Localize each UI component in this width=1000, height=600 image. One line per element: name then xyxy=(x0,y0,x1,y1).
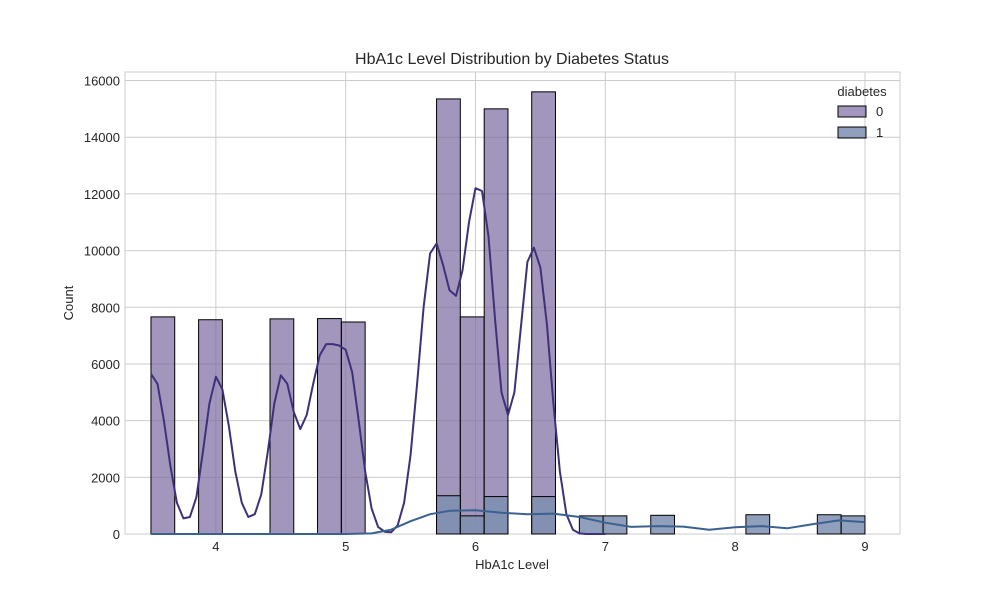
plot-area-background xyxy=(124,71,901,535)
x-tick-label: 4 xyxy=(212,539,219,554)
legend-swatch-0 xyxy=(837,105,867,118)
bar-diabetes-1 xyxy=(816,514,842,535)
y-tick-label: 0 xyxy=(113,527,120,542)
legend-label-0: 0 xyxy=(876,104,883,119)
bar-diabetes-1 xyxy=(650,514,676,535)
x-axis-label: HbA1c Level xyxy=(475,557,549,572)
y-tick-label: 4000 xyxy=(91,414,120,429)
kde-line-diabetes-1 xyxy=(151,509,865,535)
bar-diabetes-1 xyxy=(459,515,485,535)
y-tick-label: 8000 xyxy=(91,300,120,315)
bar-diabetes-1 xyxy=(840,515,866,535)
bar-diabetes-1 xyxy=(745,514,771,535)
x-tick-label: 8 xyxy=(732,539,739,554)
kde-line-diabetes-0 xyxy=(150,187,606,535)
y-tick-label: 12000 xyxy=(84,187,120,202)
y-tick-label: 10000 xyxy=(84,244,120,259)
bar-diabetes-0 xyxy=(150,316,176,535)
bar-diabetes-0 xyxy=(436,98,461,535)
y-axis-label: Count xyxy=(61,285,76,320)
bar-diabetes-0 xyxy=(198,319,223,535)
legend-swatch-1 xyxy=(837,126,867,139)
x-tick-label: 6 xyxy=(472,539,479,554)
y-tick-label: 14000 xyxy=(84,130,120,145)
bar-diabetes-1 xyxy=(531,496,556,535)
bar-diabetes-0 xyxy=(531,91,556,535)
x-tick-label: 9 xyxy=(861,539,868,554)
bar-diabetes-0 xyxy=(459,316,485,535)
bar-diabetes-0 xyxy=(317,318,342,535)
legend-title: diabetes xyxy=(837,84,887,99)
grid xyxy=(125,72,900,535)
bar-diabetes-1 xyxy=(483,496,509,535)
kde-lines xyxy=(150,187,865,535)
y-tick-label: 6000 xyxy=(91,357,120,372)
histogram-bars xyxy=(150,91,866,535)
chart-title: HbA1c Level Distribution by Diabetes Sta… xyxy=(355,51,669,68)
legend: diabetes 0 1 xyxy=(837,84,887,140)
x-tick-label: 5 xyxy=(342,539,349,554)
y-tick-label: 2000 xyxy=(91,470,120,485)
legend-label-1: 1 xyxy=(876,125,883,140)
bar-diabetes-0 xyxy=(340,321,366,535)
y-tick-label: 16000 xyxy=(84,74,120,89)
bar-diabetes-0 xyxy=(269,318,295,535)
axis-ticks: 4 5 6 7 8 9 0 2000 4000 6000 8000 10000 12000 14000 16… xyxy=(84,74,869,554)
x-tick-label: 7 xyxy=(602,539,609,554)
bar-diabetes-1 xyxy=(436,495,461,535)
